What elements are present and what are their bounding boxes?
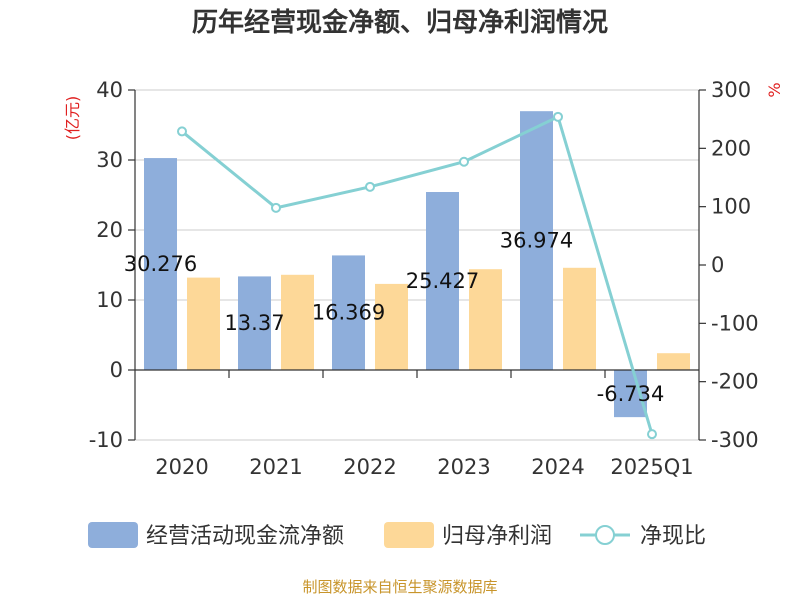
net-profit-bar [375, 283, 408, 370]
ratio-point [459, 156, 469, 167]
net-profit-bar [469, 269, 502, 370]
left-tick-label: -10 [89, 428, 123, 452]
ratio-point [647, 429, 657, 440]
x-axis-ticks [228, 370, 606, 378]
right-tick-label: 300 [711, 78, 751, 102]
cashflow-bar [144, 158, 177, 370]
legend: 经营活动现金流净额 归母净利润 净现比 [88, 522, 706, 549]
bars [144, 111, 690, 418]
cashflow-bar [238, 276, 271, 370]
data-labels: 30.276 13.37 16.369 25.427 36.974 -6.734 [124, 229, 665, 407]
net-profit-bar [281, 274, 314, 370]
ratio-line [181, 114, 654, 435]
x-axis-labels: 2020 2021 2022 2023 2024 2025Q1 [155, 455, 693, 479]
ratio-point [553, 111, 563, 122]
x-tick-label: 2021 [249, 455, 302, 479]
ratio-line-series [177, 111, 657, 440]
x-tick-label: 2023 [437, 455, 490, 479]
left-axis-unit: (亿元) [63, 96, 82, 141]
grid [135, 89, 699, 441]
chart-title: 历年经营现金净额、归母净利润情况 [192, 7, 608, 38]
cashflow-bar [332, 255, 365, 370]
legend-marker-ratio [595, 525, 615, 545]
ratio-point [365, 181, 375, 192]
right-tick-label: -100 [711, 311, 759, 335]
ratio-point [271, 202, 281, 213]
legend-label-net-profit: 归母净利润 [442, 524, 552, 549]
cashflow-bar [426, 192, 459, 370]
left-tick-label: 30 [96, 148, 123, 172]
left-tick-label: 0 [110, 358, 123, 382]
right-tick-label: 100 [711, 195, 751, 219]
legend-label-ratio: 净现比 [640, 524, 706, 549]
cashflow-data-label: 25.427 [406, 269, 479, 293]
x-tick-label: 2020 [155, 455, 208, 479]
right-axis-ticks: 300 200 100 0 -100 -200 -300 [699, 78, 759, 452]
x-tick-label: 2022 [343, 455, 396, 479]
cashflow-data-label: -6.734 [597, 382, 665, 406]
right-tick-label: 200 [711, 136, 751, 160]
source-note: 制图数据来自恒生聚源数据库 [302, 578, 497, 596]
net-profit-bar [657, 353, 690, 370]
right-tick-label: -300 [711, 428, 759, 452]
cashflow-bar [520, 111, 553, 370]
left-tick-label: 20 [96, 218, 123, 242]
right-tick-label: -200 [711, 370, 759, 394]
cashflow-data-label: 13.37 [224, 311, 284, 335]
cashflow-data-label: 30.276 [124, 252, 197, 276]
net-profit-bar [563, 267, 596, 370]
x-tick-label: 2025Q1 [610, 455, 693, 479]
left-tick-label: 10 [96, 288, 123, 312]
ratio-point [177, 126, 187, 137]
right-tick-label: 0 [711, 253, 724, 277]
left-tick-label: 40 [96, 78, 123, 102]
x-tick-label: 2024 [531, 455, 584, 479]
net-profit-bar [187, 277, 220, 370]
cashflow-data-label: 36.974 [500, 229, 573, 253]
right-axis-unit: % [765, 82, 784, 97]
cashflow-data-label: 16.369 [312, 301, 385, 325]
legend-label-cashflow: 经营活动现金流净额 [146, 524, 344, 549]
legend-swatch-net-profit [384, 522, 434, 548]
legend-swatch-cashflow [88, 522, 138, 548]
left-axis-ticks: 40 30 20 10 0 -10 [89, 78, 135, 452]
